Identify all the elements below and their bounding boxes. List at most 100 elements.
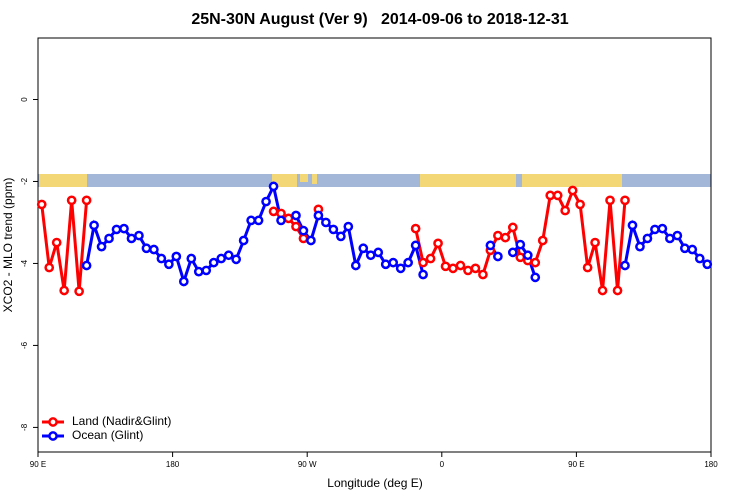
- data-point: [104, 233, 114, 244]
- data-point: [44, 262, 55, 273]
- x-tick-label: 90 E: [30, 460, 46, 469]
- data-point: [612, 285, 623, 296]
- data-point: [388, 257, 399, 268]
- series-line: [40, 200, 89, 292]
- legend-label: Land (Nadir&Glint): [72, 414, 171, 428]
- data-point: [208, 257, 219, 268]
- data-point: [522, 250, 533, 261]
- y-tick-label: -8: [20, 423, 29, 431]
- data-point: [186, 253, 197, 264]
- legend-marker: [48, 431, 58, 441]
- land-strip: [420, 174, 516, 187]
- data-point: [156, 253, 167, 264]
- data-point: [238, 235, 249, 246]
- data-point: [410, 223, 421, 234]
- x-tick-label: 180: [166, 460, 180, 469]
- land-strip: [300, 174, 308, 182]
- y-tick-label: -6: [20, 341, 29, 349]
- data-point: [440, 261, 451, 272]
- x-tick-label: 90 W: [298, 460, 317, 469]
- data-point: [642, 233, 653, 244]
- data-point: [36, 199, 47, 210]
- data-point: [620, 195, 630, 206]
- data-point: [328, 224, 339, 235]
- data-point: [545, 190, 556, 201]
- surface-strip: [38, 174, 711, 187]
- data-point: [119, 223, 129, 234]
- legend-label: Ocean (Glint): [72, 428, 143, 442]
- data-point: [582, 262, 593, 273]
- data-point: [485, 240, 496, 251]
- data-point: [66, 195, 77, 206]
- data-point: [455, 260, 466, 271]
- chart-title: 25N-30N August (Ver 9) 2014-09-06 to 201…: [191, 11, 568, 28]
- data-point: [493, 230, 503, 241]
- data-point: [141, 243, 152, 254]
- legend-marker: [48, 417, 58, 427]
- land-strip: [522, 174, 622, 187]
- data-point: [395, 263, 406, 274]
- data-point: [552, 190, 563, 201]
- y-tick-label: -4: [20, 259, 29, 267]
- data-point: [620, 260, 630, 271]
- data-point: [507, 247, 518, 258]
- x-tick-label: 180: [704, 460, 718, 469]
- data-point: [298, 233, 309, 244]
- data-point: [515, 252, 526, 263]
- data-point: [291, 210, 301, 221]
- data-point: [358, 243, 369, 254]
- data-point: [650, 224, 660, 235]
- data-point: [433, 238, 443, 249]
- plot-frame: [37, 37, 712, 453]
- data-point: [463, 265, 473, 276]
- data-point: [380, 259, 391, 270]
- y-tick-label: -2: [20, 177, 29, 185]
- data-point: [59, 285, 70, 296]
- data-point: [268, 181, 279, 192]
- data-point: [507, 222, 518, 233]
- data-point: [365, 250, 376, 261]
- x-tick-label: 90 E: [568, 460, 584, 469]
- data-point: [298, 225, 309, 236]
- data-point: [530, 257, 541, 268]
- data-point: [126, 233, 137, 244]
- data-point: [149, 244, 159, 255]
- data-point: [343, 221, 354, 232]
- data-point: [410, 240, 421, 251]
- data-point: [694, 253, 705, 264]
- data-point: [567, 185, 578, 196]
- data-point: [425, 253, 436, 264]
- data-point: [178, 276, 189, 287]
- x-tick-label: 0: [440, 460, 445, 469]
- data-point: [164, 259, 174, 270]
- data-point: [373, 247, 384, 258]
- data-point: [201, 265, 212, 276]
- data-point: [246, 215, 256, 226]
- data-point: [418, 269, 428, 280]
- data-point: [306, 235, 316, 246]
- data-point: [74, 286, 84, 297]
- data-point: [672, 230, 683, 241]
- data-point: [702, 259, 713, 270]
- data-point: [89, 220, 99, 231]
- data-point: [321, 217, 331, 228]
- data-point: [418, 257, 428, 268]
- data-point: [96, 241, 107, 252]
- data-point: [575, 199, 585, 210]
- series-line: [511, 242, 537, 278]
- data-point: [261, 196, 271, 207]
- data-point: [193, 266, 204, 277]
- data-point: [216, 253, 227, 264]
- data-point: [597, 285, 608, 296]
- data-point: [276, 215, 286, 226]
- data-point: [268, 206, 279, 217]
- data-point: [515, 239, 526, 250]
- data-point: [350, 260, 361, 271]
- data-point: [470, 263, 481, 274]
- data-point: [530, 272, 541, 283]
- data-point: [687, 244, 698, 255]
- data-point: [478, 269, 488, 280]
- data-point: [403, 257, 413, 268]
- data-point: [51, 237, 62, 248]
